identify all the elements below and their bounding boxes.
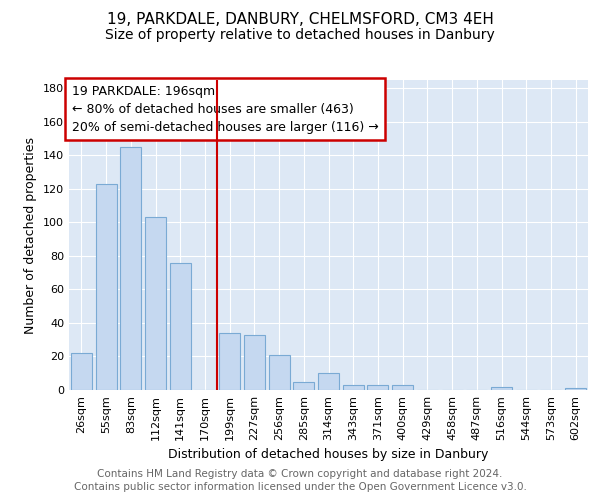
Bar (269, 355, 290, 390)
Text: Contains HM Land Registry data © Crown copyright and database right 2024.: Contains HM Land Registry data © Crown c… (97, 469, 503, 479)
Text: 19 PARKDALE: 196sqm
← 80% of detached houses are smaller (463)
20% of semi-detac: 19 PARKDALE: 196sqm ← 80% of detached ho… (71, 84, 379, 134)
Bar (244, 334, 265, 390)
Bar (71, 353, 92, 390)
Bar (318, 373, 339, 390)
Bar (219, 333, 240, 390)
Text: Size of property relative to detached houses in Danbury: Size of property relative to detached ho… (105, 28, 495, 42)
Bar (491, 386, 512, 390)
Bar (145, 218, 166, 390)
Bar (367, 385, 388, 390)
Bar (392, 385, 413, 390)
Bar (120, 147, 141, 390)
Y-axis label: Number of detached properties: Number of detached properties (25, 136, 37, 334)
Text: 19, PARKDALE, DANBURY, CHELMSFORD, CM3 4EH: 19, PARKDALE, DANBURY, CHELMSFORD, CM3 4… (107, 12, 493, 28)
Bar (565, 388, 586, 390)
Bar (343, 385, 364, 390)
Text: Contains public sector information licensed under the Open Government Licence v3: Contains public sector information licen… (74, 482, 526, 492)
Bar (95, 184, 116, 390)
Bar (293, 382, 314, 390)
X-axis label: Distribution of detached houses by size in Danbury: Distribution of detached houses by size … (169, 448, 488, 462)
Bar (170, 262, 191, 390)
